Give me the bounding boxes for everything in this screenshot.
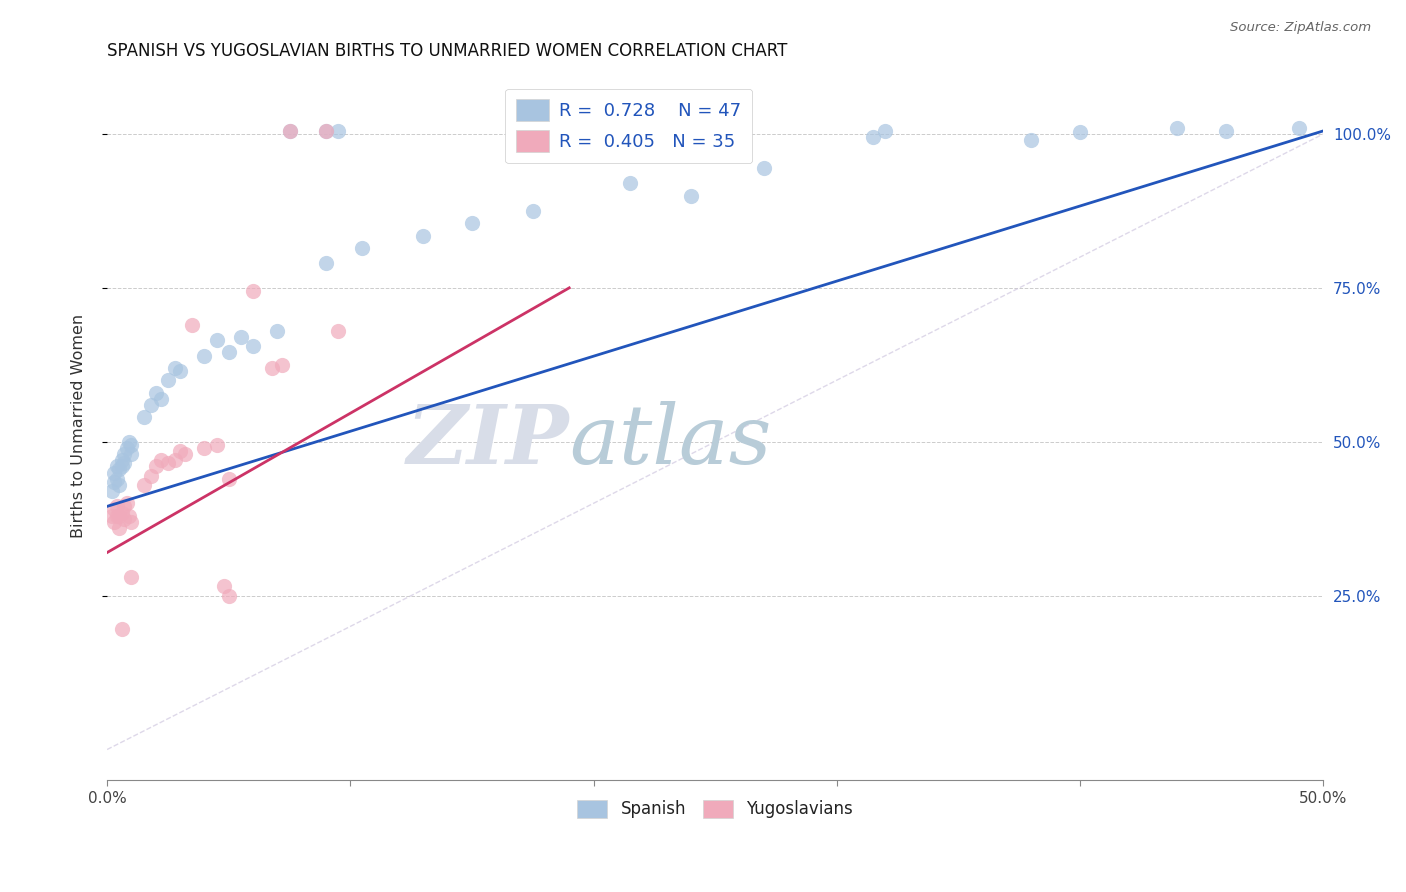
Point <box>193 349 215 363</box>
Point <box>752 161 775 175</box>
Point <box>108 508 131 523</box>
Point <box>156 373 179 387</box>
Point <box>1021 133 1043 147</box>
Point <box>115 496 138 510</box>
Point <box>111 623 134 637</box>
Point <box>328 324 350 338</box>
Point <box>193 441 215 455</box>
Point <box>862 130 884 145</box>
Point <box>111 506 134 520</box>
Point <box>266 324 288 338</box>
Point <box>679 188 702 202</box>
Point <box>103 502 125 516</box>
Point <box>103 466 125 480</box>
Text: SPANISH VS YUGOSLAVIAN BIRTHS TO UNMARRIED WOMEN CORRELATION CHART: SPANISH VS YUGOSLAVIAN BIRTHS TO UNMARRI… <box>107 42 787 60</box>
Point <box>165 453 187 467</box>
Point <box>120 447 142 461</box>
Point <box>105 472 128 486</box>
Point <box>101 508 124 523</box>
Point <box>105 500 128 514</box>
Point <box>105 459 128 474</box>
Point <box>278 124 301 138</box>
Point <box>103 475 125 489</box>
Point <box>105 508 128 523</box>
Point <box>112 456 135 470</box>
Point <box>118 508 141 523</box>
Point <box>212 579 235 593</box>
Point <box>120 515 142 529</box>
Point <box>315 124 337 138</box>
Point <box>111 453 134 467</box>
Point <box>149 453 172 467</box>
Point <box>112 447 135 461</box>
Point <box>174 447 197 461</box>
Point <box>108 462 131 476</box>
Point <box>875 124 897 138</box>
Point <box>242 284 264 298</box>
Point <box>1288 120 1310 135</box>
Point <box>278 124 301 138</box>
Point <box>145 385 167 400</box>
Point <box>218 345 240 359</box>
Point <box>120 438 142 452</box>
Point <box>205 438 228 452</box>
Y-axis label: Births to Unmarried Women: Births to Unmarried Women <box>72 314 86 539</box>
Point <box>169 444 191 458</box>
Point <box>169 364 191 378</box>
Point <box>111 459 134 474</box>
Point <box>328 124 350 138</box>
Point <box>118 434 141 449</box>
Point <box>101 483 124 498</box>
Point <box>352 241 374 255</box>
Point <box>205 333 228 347</box>
Point <box>218 589 240 603</box>
Point <box>145 459 167 474</box>
Point <box>139 398 162 412</box>
Point <box>132 478 155 492</box>
Point <box>315 256 337 270</box>
Point <box>115 441 138 455</box>
Point <box>262 360 284 375</box>
Point <box>315 124 337 138</box>
Point <box>619 176 641 190</box>
Point <box>112 511 135 525</box>
Point <box>522 203 544 218</box>
Text: atlas: atlas <box>569 401 772 481</box>
Point <box>139 468 162 483</box>
Point <box>103 515 125 529</box>
Point <box>181 318 204 332</box>
Point <box>120 570 142 584</box>
Point <box>229 330 252 344</box>
Point <box>271 358 294 372</box>
Point <box>461 216 484 230</box>
Legend: Spanish, Yugoslavians: Spanish, Yugoslavians <box>571 793 859 825</box>
Point <box>1215 124 1237 138</box>
Point <box>412 228 434 243</box>
Point <box>165 360 187 375</box>
Point <box>108 478 131 492</box>
Point <box>218 472 240 486</box>
Point <box>108 521 131 535</box>
Point <box>149 392 172 406</box>
Point <box>132 410 155 425</box>
Point <box>112 500 135 514</box>
Point <box>1069 125 1091 139</box>
Point <box>156 456 179 470</box>
Point <box>242 339 264 353</box>
Point <box>1166 120 1188 135</box>
Text: ZIP: ZIP <box>406 401 569 481</box>
Text: Source: ZipAtlas.com: Source: ZipAtlas.com <box>1230 21 1371 34</box>
Point <box>582 124 605 138</box>
